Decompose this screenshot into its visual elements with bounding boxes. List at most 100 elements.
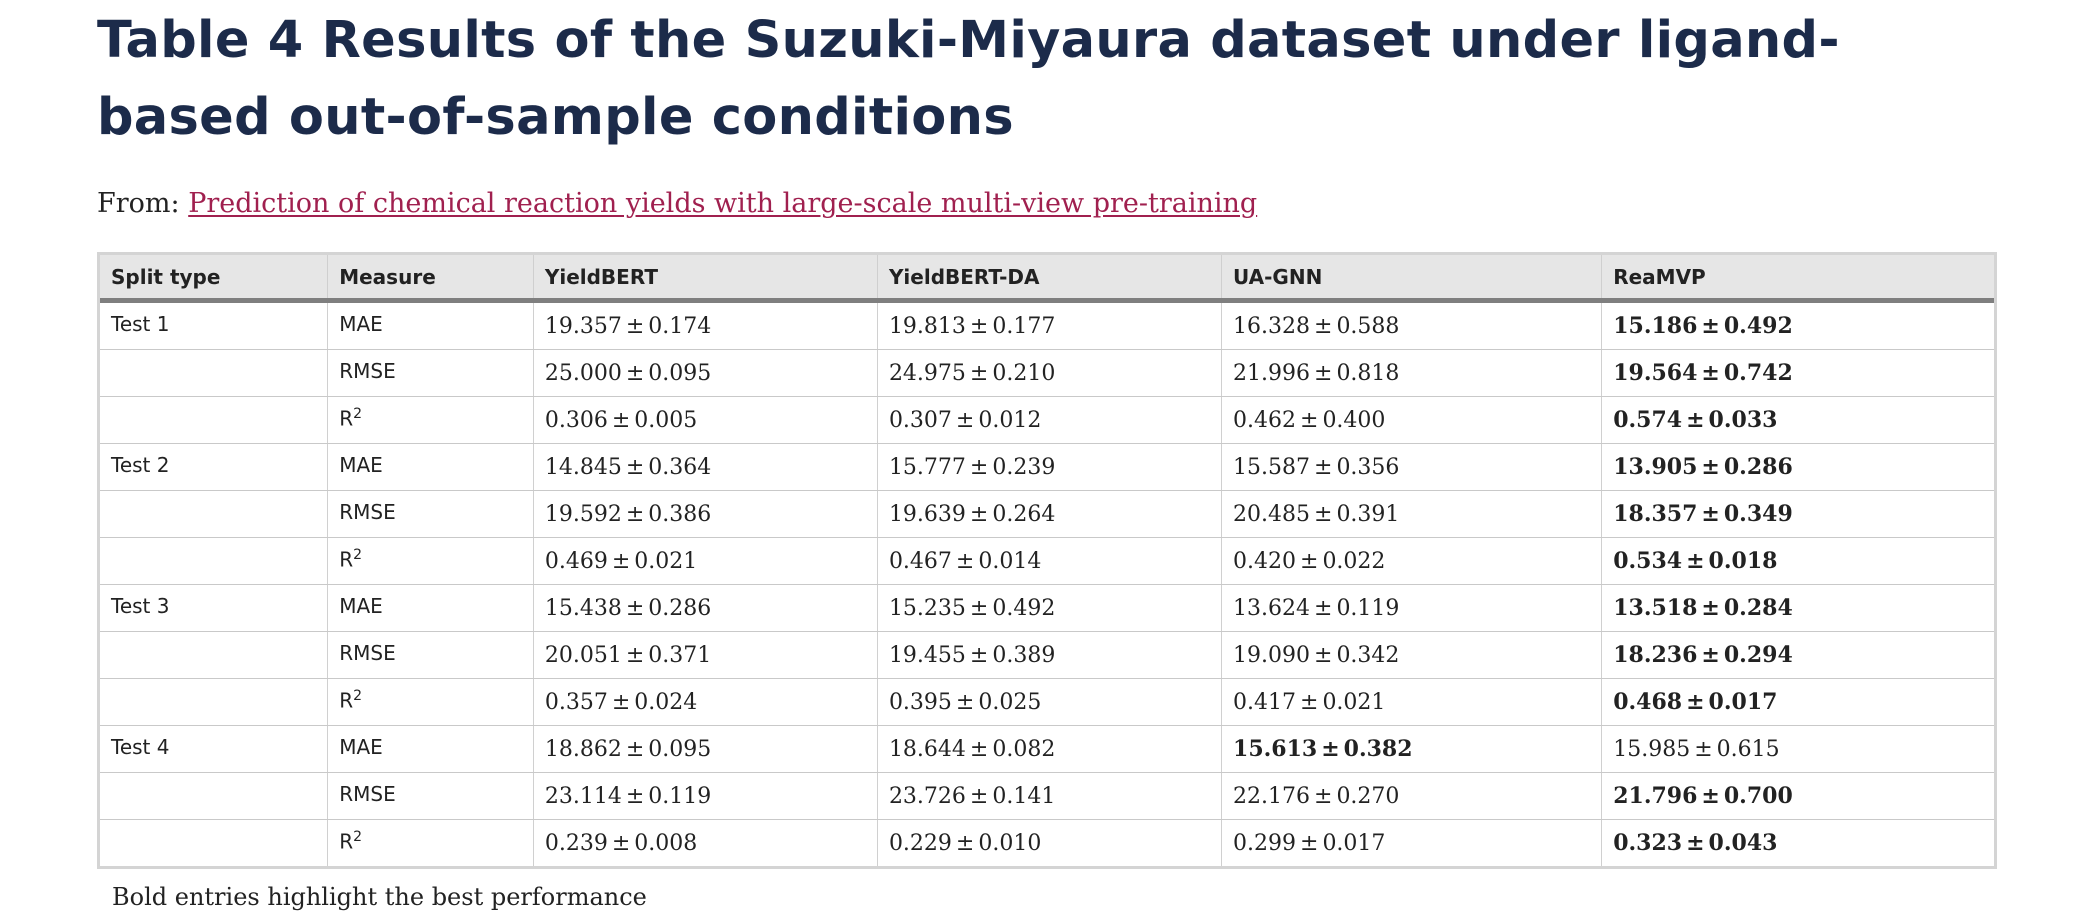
measure-label: RMSE: [339, 641, 396, 665]
value-cell: 16.328 ±0.588: [1221, 300, 1603, 350]
mean-value: 21.796: [1613, 783, 1698, 809]
std-value: 0.371: [648, 642, 712, 668]
value-cell: 15.985 ±0.615: [1601, 725, 1994, 773]
std-value: 0.141: [992, 783, 1056, 809]
std-value: 0.294: [1723, 642, 1793, 668]
column-header-reamvp: ReaMVP: [1601, 255, 1994, 303]
plus-minus-symbol: ±: [969, 501, 989, 527]
mean-value: 0.395: [888, 689, 952, 715]
std-value: 0.095: [648, 360, 712, 386]
mean-value: 20.485: [1233, 501, 1310, 527]
std-value: 0.177: [992, 313, 1056, 339]
std-value: 0.005: [634, 407, 698, 433]
measure-cell: MAE: [327, 725, 534, 773]
value-cell: 25.000 ±0.095: [533, 349, 878, 397]
std-value: 0.012: [978, 407, 1042, 433]
plus-minus-symbol: ±: [1686, 830, 1705, 856]
value-cell: 0.307 ±0.012: [877, 396, 1223, 444]
value-cell: 20.485 ±0.391: [1221, 490, 1603, 538]
measure-cell: R2: [327, 396, 534, 444]
std-value: 0.010: [978, 830, 1042, 856]
value-cell: 0.420 ±0.022: [1221, 537, 1603, 585]
from-prefix: From:: [97, 188, 180, 219]
value-cell: 20.051 ±0.371: [533, 631, 878, 679]
split-type-cell: [100, 396, 329, 444]
value-cell: 19.564 ±0.742: [1601, 349, 1994, 397]
std-value: 0.043: [1708, 830, 1778, 856]
plus-minus-symbol: ±: [969, 313, 989, 339]
mean-value: 0.239: [544, 830, 608, 856]
plus-minus-symbol: ±: [625, 454, 645, 480]
mean-value: 15.777: [888, 454, 966, 480]
measure-cell: RMSE: [327, 490, 534, 538]
mean-value: 16.328: [1233, 313, 1310, 339]
std-value: 0.742: [1723, 360, 1793, 386]
value-cell: 19.592 ±0.386: [533, 490, 878, 538]
value-cell: 13.905 ±0.286: [1601, 443, 1994, 491]
table-row: R2 0.357 ±0.024 0.395 ±0.025 0.417 ±0.021 0.468…: [100, 678, 1994, 726]
std-value: 0.588: [1336, 313, 1400, 339]
split-type-cell: Test 4: [100, 725, 329, 773]
std-value: 0.492: [992, 595, 1056, 621]
mean-value: 19.564: [1613, 360, 1698, 386]
value-cell: 15.777 ±0.239: [877, 443, 1223, 491]
mean-value: 18.644: [888, 736, 966, 762]
plus-minus-symbol: ±: [1701, 595, 1720, 621]
value-cell: 0.395 ±0.025: [877, 678, 1223, 726]
plus-minus-symbol: ±: [1314, 642, 1333, 668]
mean-value: 13.624: [1233, 595, 1310, 621]
source-article-link[interactable]: Prediction of chemical reaction yields w…: [188, 188, 1258, 219]
mean-value: 20.051: [544, 642, 622, 668]
mean-value: 21.996: [1233, 360, 1310, 386]
plus-minus-symbol: ±: [955, 407, 975, 433]
std-value: 0.391: [1336, 501, 1400, 527]
mean-value: 0.323: [1613, 830, 1683, 856]
std-value: 0.364: [648, 454, 712, 480]
mean-value: 19.090: [1233, 642, 1310, 668]
measure-superscript: 2: [353, 406, 363, 422]
table-header-row: Split type Measure YieldBERT YieldBERT-D…: [100, 255, 1994, 303]
mean-value: 0.307: [888, 407, 952, 433]
value-cell: 21.796 ±0.700: [1601, 772, 1994, 820]
value-cell: 15.438 ±0.286: [533, 584, 878, 632]
measure-cell: MAE: [327, 300, 534, 350]
std-value: 0.615: [1716, 736, 1780, 762]
measure-cell: MAE: [327, 443, 534, 491]
value-cell: 15.186 ±0.492: [1601, 300, 1994, 350]
std-value: 0.082: [992, 736, 1056, 762]
measure-label: MAE: [339, 735, 383, 759]
column-header-measure: Measure: [327, 255, 534, 303]
mean-value: 0.469: [544, 548, 608, 574]
split-type-cell: [100, 537, 329, 585]
split-type-cell: [100, 678, 329, 726]
measure-superscript: 2: [353, 829, 363, 845]
plus-minus-symbol: ±: [1300, 548, 1319, 574]
plus-minus-symbol: ±: [1314, 783, 1333, 809]
value-cell: 22.176 ±0.270: [1221, 772, 1603, 820]
std-value: 0.700: [1723, 783, 1793, 809]
plus-minus-symbol: ±: [625, 360, 645, 386]
mean-value: 0.417: [1233, 689, 1296, 715]
value-cell: 15.613 ±0.382: [1221, 725, 1603, 773]
table-row: R2 0.239 ±0.008 0.229 ±0.010 0.299 ±0.017 0.323…: [100, 819, 1994, 866]
measure-cell: RMSE: [327, 772, 534, 820]
plus-minus-symbol: ±: [969, 360, 989, 386]
value-cell: 0.229 ±0.010: [877, 819, 1223, 866]
mean-value: 15.985: [1613, 736, 1691, 762]
measure-label: MAE: [339, 594, 383, 618]
plus-minus-symbol: ±: [1314, 313, 1333, 339]
plus-minus-symbol: ±: [955, 830, 975, 856]
std-value: 0.284: [1723, 595, 1793, 621]
table-row: RMSE 25.000 ±0.095 24.975 ±0.210 21.996 ±0.818…: [100, 349, 1994, 397]
std-value: 0.239: [992, 454, 1056, 480]
std-value: 0.264: [992, 501, 1056, 527]
mean-value: 0.462: [1233, 407, 1296, 433]
std-value: 0.349: [1723, 501, 1793, 527]
measure-cell: RMSE: [327, 631, 534, 679]
plus-minus-symbol: ±: [969, 454, 989, 480]
measure-cell: R2: [327, 678, 534, 726]
column-header-split-type: Split type: [100, 255, 329, 303]
split-type-cell: Test 1: [100, 300, 329, 350]
value-cell: 0.468 ±0.017: [1601, 678, 1994, 726]
plus-minus-symbol: ±: [1314, 595, 1333, 621]
